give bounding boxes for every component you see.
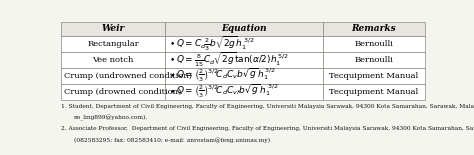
Text: Bernoulli: Bernoulli: [355, 56, 393, 64]
Text: Vee notch: Vee notch: [92, 56, 134, 64]
Text: $Q = C_d\frac{2}{3}b\sqrt{2g}h_1^{\,3/2}$: $Q = C_d\frac{2}{3}b\sqrt{2g}h_1^{\,3/2}…: [176, 34, 254, 53]
Bar: [323, 84, 425, 100]
Text: Bernoulli: Bernoulli: [355, 40, 393, 48]
Bar: [61, 22, 165, 36]
Bar: [165, 84, 323, 100]
Text: Weir: Weir: [101, 24, 125, 33]
Text: Crump (undrowned condition): Crump (undrowned condition): [64, 72, 192, 80]
Text: no_ling899@yahoo.com).: no_ling899@yahoo.com).: [74, 115, 148, 121]
Text: 1. Student, Department of Civil Engineering, Faculty of Engineering, Universiti : 1. Student, Department of Civil Engineer…: [61, 103, 474, 109]
Text: •: •: [169, 55, 174, 64]
Text: •: •: [169, 87, 174, 96]
Text: Equation: Equation: [221, 24, 266, 33]
Bar: [323, 22, 425, 36]
Text: Rectangular: Rectangular: [87, 40, 139, 48]
Bar: [323, 52, 425, 68]
Bar: [165, 52, 323, 68]
Bar: [323, 68, 425, 84]
Text: $Q = \left(\frac{2}{3}\right)^{\!3/2}\!C_dC_vb\sqrt{g}\,h_1^{\,3/2}$: $Q = \left(\frac{2}{3}\right)^{\!3/2}\!C…: [176, 67, 276, 84]
Text: Tecquipment Manual: Tecquipment Manual: [329, 88, 419, 96]
Text: •: •: [169, 39, 174, 48]
Bar: [323, 36, 425, 52]
Bar: [61, 36, 165, 52]
Text: $Q = \frac{8}{15}C_d\sqrt{2g}\tan(\alpha/2)h_1^{\,5/2}$: $Q = \frac{8}{15}C_d\sqrt{2g}\tan(\alpha…: [176, 50, 289, 69]
Bar: [61, 52, 165, 68]
Bar: [165, 68, 323, 84]
Bar: [61, 84, 165, 100]
Text: (082583295; fax: 082583410; e-mail: anrostam@feng.unimas.my): (082583295; fax: 082583410; e-mail: anro…: [74, 137, 270, 143]
Text: •: •: [169, 71, 174, 80]
Text: $Q = \left(\frac{2}{3}\right)^{\!3/2}\!C_dC_{vf}b\sqrt{g}\,h_1^{\,3/2}$: $Q = \left(\frac{2}{3}\right)^{\!3/2}\!C…: [176, 83, 278, 100]
Bar: [165, 36, 323, 52]
Bar: [61, 68, 165, 84]
Text: Tecquipment Manual: Tecquipment Manual: [329, 72, 419, 80]
Bar: [165, 22, 323, 36]
Text: Crump (drowned condition): Crump (drowned condition): [64, 88, 181, 96]
Text: Remarks: Remarks: [352, 24, 396, 33]
Text: 2. Associate Professor,  Department of Civil Engineering, Faculty of Engineering: 2. Associate Professor, Department of Ci…: [61, 126, 474, 131]
